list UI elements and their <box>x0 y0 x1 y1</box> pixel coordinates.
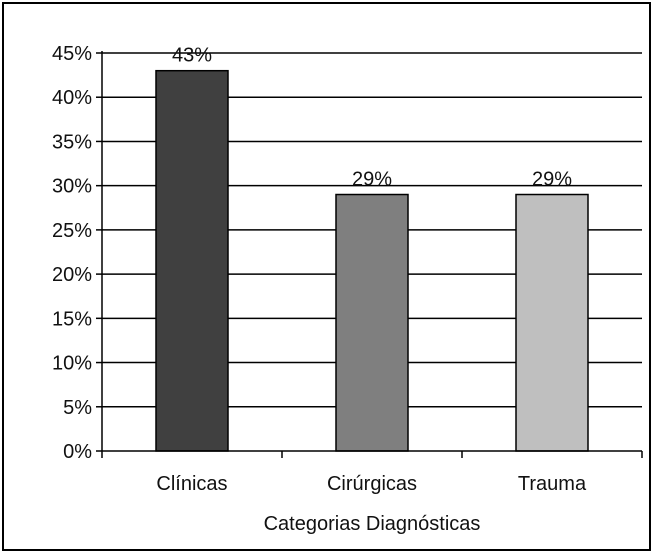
y-tick-label: 25% <box>52 220 92 242</box>
y-tick-label: 45% <box>52 43 92 65</box>
y-tick-labels: 0% 5% 10% 15% 20% 25% 30% 35% 40% 45% <box>52 43 92 463</box>
x-axis-label: Categorias Diagnósticas <box>264 513 481 535</box>
data-label: 29% <box>352 169 392 191</box>
y-tick-label: 15% <box>52 308 92 330</box>
y-tick-label: 30% <box>52 176 92 198</box>
data-label: 43% <box>172 45 212 67</box>
y-tick-label: 20% <box>52 264 92 286</box>
data-label: 29% <box>532 169 572 191</box>
y-tick-label: 5% <box>63 397 92 419</box>
bar <box>155 69 229 452</box>
bar <box>515 193 589 452</box>
x-tick-label: Cirúrgicas <box>327 473 417 495</box>
y-tick-label: 40% <box>52 87 92 109</box>
data-labels: 43% 29% 29% <box>172 45 572 191</box>
bar <box>335 193 409 452</box>
x-tick-label: Clínicas <box>156 473 227 495</box>
y-tick-label: 35% <box>52 131 92 153</box>
y-tick-label: 10% <box>52 353 92 375</box>
bars <box>155 69 589 452</box>
x-tick-labels: Clínicas Cirúrgicas Trauma <box>156 473 587 495</box>
x-tick-label: Trauma <box>518 473 587 495</box>
bar-chart: 0% 5% 10% 15% 20% 25% 30% 35% 40% 45% Clínicas Cir… <box>52 43 643 535</box>
y-tick-label: 0% <box>63 441 92 463</box>
axes <box>96 51 643 458</box>
